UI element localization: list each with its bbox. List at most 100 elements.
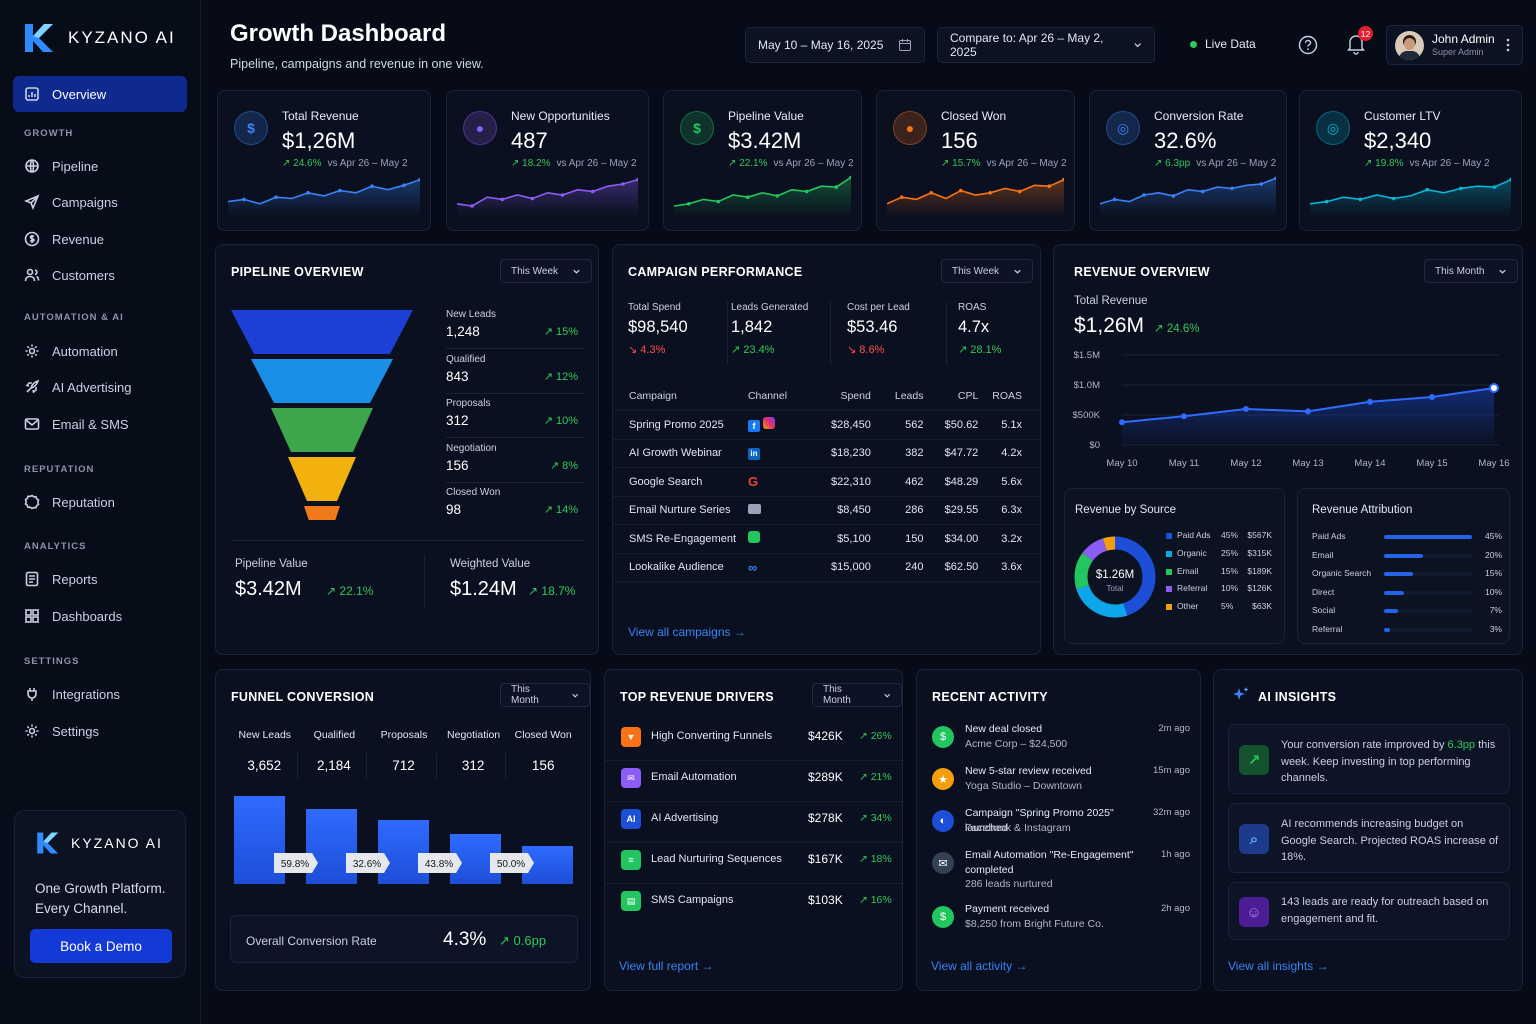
attribution-row[interactable]: Referral 3% xyxy=(1312,623,1502,637)
kpi-card[interactable]: ● Closed Won 156 ↗ 15.7% vs Apr 26 – May 2 xyxy=(876,90,1075,231)
pipeline-stage-row[interactable]: New Leads 1,248 ↗ 15% xyxy=(446,307,584,349)
activity-item[interactable]: ◐ Campaign "Spring Promo 2025" launched Fa… xyxy=(917,806,1202,846)
attribution-row[interactable]: Direct 10% xyxy=(1312,586,1502,600)
revenue-point[interactable] xyxy=(1429,394,1435,400)
driver-row[interactable]: ✉ Email Automation $289K ↗ 21% xyxy=(605,768,904,802)
source-legend-item[interactable]: Organic 25% $315K xyxy=(1166,548,1276,562)
nav-revenue-label: Revenue xyxy=(52,231,105,247)
live-data-indicator[interactable]: Live Data xyxy=(1190,37,1256,51)
activity-item[interactable]: ★ New 5-star review received Yoga Studio –… xyxy=(917,764,1202,804)
source-legend-item[interactable]: Paid Ads 45% $567K xyxy=(1166,530,1276,544)
pipeline-stage-row[interactable]: Qualified 843 ↗ 12% xyxy=(446,352,584,394)
revenue-point[interactable] xyxy=(1119,419,1125,426)
source-legend-item[interactable]: Referral 10% $126K xyxy=(1166,583,1276,597)
kpi-sparkline xyxy=(887,177,1064,217)
kpi-card[interactable]: ◎ Conversion Rate 32.6% ↗ 6.3pp vs Apr 26 – … xyxy=(1089,90,1287,231)
nav-reports[interactable]: Reports xyxy=(13,561,187,597)
attribution-row[interactable]: Email 20% xyxy=(1312,549,1502,563)
nav-campaigns[interactable]: Campaigns xyxy=(13,184,187,220)
brand-logo[interactable]: KYZANO AI xyxy=(22,22,176,54)
nav-dashboards[interactable]: Dashboards xyxy=(13,598,187,634)
notifications-button[interactable]: 12 xyxy=(1346,26,1373,58)
campaign-column-header[interactable]: Spend xyxy=(802,382,871,411)
campaign-column-header[interactable]: Campaign xyxy=(613,382,748,411)
campaign-row[interactable]: Google Search G $22,310 462 $48.29 5.6x xyxy=(613,467,1042,497)
revenue-point[interactable] xyxy=(1243,406,1249,412)
source-legend-item[interactable]: Email 15% $189K xyxy=(1166,566,1276,580)
compare-picker[interactable]: Compare to: Apr 26 – May 2, 2025 xyxy=(937,27,1155,63)
revenue-point[interactable] xyxy=(1489,383,1499,393)
view-all-campaigns-link[interactable]: View all campaigns → xyxy=(628,625,746,639)
revenue-point[interactable] xyxy=(1367,398,1373,405)
insight-text-main: AI recommends increasing budget on Googl… xyxy=(1281,818,1499,863)
campaign-row[interactable]: AI Growth Webinar in $18,230 382 $47.72 4.2x xyxy=(613,439,1042,468)
campaign-row[interactable]: Lookalike Audience ∞ $15,000 240 $62.50 3.6x xyxy=(613,553,1042,582)
revenue-point[interactable] xyxy=(1305,408,1311,415)
insight-card[interactable]: ↗ Your conversion rate improved by 6.3pp … xyxy=(1228,724,1510,794)
campaign-stat-label: Cost per Lead xyxy=(847,302,910,313)
insight-card[interactable]: ⌕ AI recommends increasing budget on Goog… xyxy=(1228,803,1510,873)
nav-pipeline[interactable]: Pipeline xyxy=(13,148,187,184)
drivers-period-dropdown[interactable]: This Month xyxy=(812,683,902,707)
help-icon[interactable] xyxy=(1298,35,1318,55)
nav-automation[interactable]: Automation xyxy=(13,333,187,369)
pipeline-period-dropdown[interactable]: This Week xyxy=(500,259,593,283)
activity-item[interactable]: ✉ Email Automation "Re-Engagement" comple… xyxy=(917,848,1202,890)
nav-settings[interactable]: Settings xyxy=(13,713,187,749)
attribution-row[interactable]: Social 7% xyxy=(1312,604,1502,618)
nav-reputation[interactable]: Reputation xyxy=(13,484,187,520)
user-menu[interactable]: John Admin Super Admin xyxy=(1386,25,1523,65)
activity-item[interactable]: $ Payment received $8,250 from Bright Futu… xyxy=(917,902,1202,942)
source-legend-item[interactable]: Other 5% $63K xyxy=(1166,601,1276,615)
driver-row[interactable]: AI AI Advertising $278K ↗ 34% xyxy=(605,809,904,843)
campaign-row[interactable]: SMS Re-Engagement $5,100 150 $34.00 3.2x xyxy=(613,524,1042,554)
revenue-point[interactable] xyxy=(1181,413,1187,420)
pipeline-stage-row[interactable]: Closed Won 98 ↗ 14% xyxy=(446,485,584,527)
kpi-sparkline xyxy=(1310,177,1511,217)
kpi-card[interactable]: ● New Opportunities 487 ↗ 18.2% vs Apr 26 – … xyxy=(446,90,649,231)
nav-email-sms[interactable]: Email & SMS xyxy=(13,406,187,442)
activity-item[interactable]: $ New deal closed Acme Corp – $24,500 2m ag… xyxy=(917,722,1202,762)
kpi-spark-point xyxy=(1200,189,1205,194)
nav-integrations[interactable]: Integrations xyxy=(13,676,187,712)
nav-customers[interactable]: Customers xyxy=(13,257,187,293)
insight-card[interactable]: ☺ 143 leads are ready for outreach based … xyxy=(1228,882,1510,940)
driver-name: High Converting Funnels xyxy=(651,730,773,742)
campaign-column-header[interactable]: ROAS xyxy=(978,382,1042,411)
kpi-card[interactable]: $ Pipeline Value $3.42M ↗ 22.1% vs Apr 26 – … xyxy=(663,90,862,231)
funnel-bar[interactable] xyxy=(378,820,429,884)
nav-overview[interactable]: Overview xyxy=(13,76,187,112)
attribution-bar xyxy=(1384,553,1424,558)
funnel-stage-shape xyxy=(231,310,413,354)
donut-segment[interactable] xyxy=(1074,536,1156,618)
campaign-period-dropdown[interactable]: This Week xyxy=(941,259,1034,283)
view-full-report-link[interactable]: View full report → xyxy=(619,959,714,973)
driver-row[interactable]: ▤ SMS Campaigns $103K ↗ 16% xyxy=(605,891,904,925)
funnel-period-dropdown[interactable]: This Month xyxy=(500,683,590,707)
attribution-row[interactable]: Organic Search 15% xyxy=(1312,567,1502,581)
driver-name: AI Advertising xyxy=(651,812,719,824)
driver-row[interactable]: ≡ Lead Nurturing Sequences $167K ↗ 18% xyxy=(605,850,904,884)
campaign-column-header[interactable]: Leads xyxy=(870,382,924,411)
campaign-column-header[interactable]: CPL xyxy=(923,382,979,411)
pipeline-stage-row[interactable]: Proposals 312 ↗ 10% xyxy=(446,396,584,438)
campaign-roas: 5.1x xyxy=(978,410,1042,440)
kpi-card[interactable]: ◎ Customer LTV $2,340 ↗ 19.8% vs Apr 26 – Ma… xyxy=(1299,90,1522,231)
campaign-row[interactable]: Email Nurture Series $8,450 286 $29.55 6.3x xyxy=(613,496,1042,525)
funnel-stage-label: Proposals xyxy=(380,729,428,741)
donut-segment[interactable] xyxy=(1074,536,1156,618)
nav-revenue[interactable]: Revenue xyxy=(13,221,187,257)
donut-segment[interactable] xyxy=(1074,536,1156,618)
date-range-picker[interactable]: May 10 – May 16, 2025 xyxy=(745,27,925,63)
view-all-activity-link[interactable]: View all activity → xyxy=(931,959,1027,973)
kpi-card[interactable]: $ Total Revenue $1,26M ↗ 24.6% vs Apr 26 – M… xyxy=(217,90,431,231)
campaign-column-header[interactable]: Channel xyxy=(747,382,803,411)
attribution-row[interactable]: Paid Ads 45% xyxy=(1312,530,1502,544)
book-demo-button[interactable]: Book a Demo xyxy=(30,929,172,963)
pipeline-stage-row[interactable]: Negotiation 156 ↗ 8% xyxy=(446,441,584,483)
nav-ai-advertising[interactable]: AI Advertising xyxy=(13,369,187,405)
revenue-period-dropdown[interactable]: This Month xyxy=(1424,259,1519,283)
view-all-insights-link[interactable]: View all insights → xyxy=(1228,959,1329,973)
campaign-row[interactable]: Spring Promo 2025 f $28,450 562 $50.62 5.1x xyxy=(613,410,1042,440)
driver-row[interactable]: ▼ High Converting Funnels $426K ↗ 26% xyxy=(605,727,904,761)
